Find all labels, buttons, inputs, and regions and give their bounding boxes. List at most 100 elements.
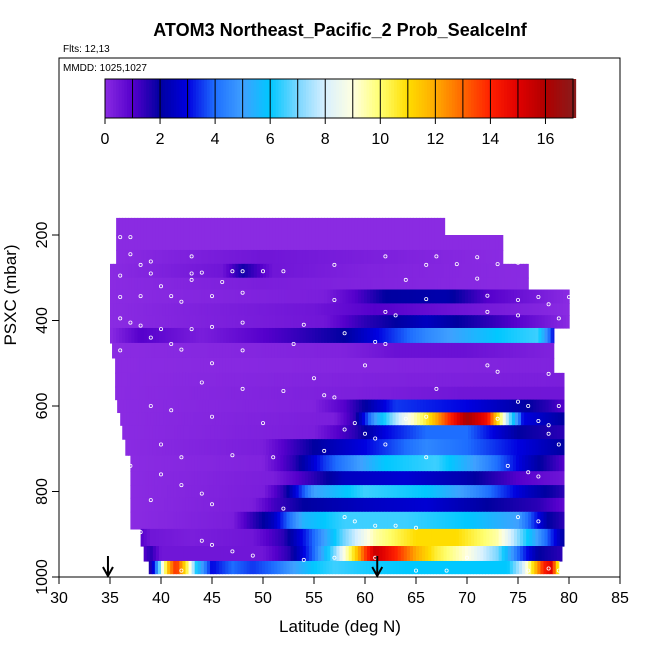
heatmap-cell <box>359 386 364 401</box>
heatmap-cell <box>133 372 138 388</box>
colorbar-swatch <box>495 79 500 118</box>
heatmap-cell <box>238 249 243 265</box>
heatmap-cell <box>427 471 431 486</box>
heatmap-cell <box>436 455 441 472</box>
heatmap-cell <box>434 425 439 440</box>
heatmap-cell <box>485 485 490 499</box>
heatmap-cell <box>168 235 172 251</box>
heatmap-cell <box>235 546 240 562</box>
heatmap-cell <box>483 425 487 440</box>
heatmap-cell <box>212 412 216 426</box>
heatmap-cell <box>232 439 237 456</box>
heatmap-cell <box>192 327 197 344</box>
heatmap-cell <box>506 372 511 388</box>
heatmap-cell <box>525 455 529 472</box>
heatmap-cell <box>143 546 148 562</box>
heatmap-cell <box>207 303 212 316</box>
heatmap-cell <box>189 315 194 329</box>
heatmap-cell <box>269 439 273 456</box>
heatmap-cell <box>538 425 543 440</box>
heatmap-cell <box>509 471 514 486</box>
heatmap-cell <box>237 357 242 374</box>
heatmap-cell <box>563 399 565 414</box>
heatmap-cell <box>330 439 334 456</box>
heatmap-cell <box>436 386 441 401</box>
heatmap-cell <box>151 455 156 472</box>
heatmap-cell <box>222 485 226 499</box>
heatmap-cell <box>500 511 505 530</box>
colorbar-swatch <box>528 79 533 118</box>
heatmap-cell <box>263 546 267 562</box>
heatmap-cell <box>442 485 447 499</box>
heatmap-cell <box>140 528 145 547</box>
heatmap-cell <box>494 560 499 575</box>
heatmap-cell <box>472 412 476 426</box>
heatmap-cell <box>381 386 385 401</box>
heatmap-cell <box>356 511 361 530</box>
heatmap-cell <box>204 439 209 456</box>
heatmap-cell <box>145 357 150 374</box>
heatmap-cell <box>436 357 441 374</box>
heatmap-cell <box>139 497 144 513</box>
heatmap-cell <box>425 528 429 547</box>
heatmap-cell <box>288 399 293 414</box>
heatmap-cell <box>293 303 298 316</box>
heatmap-cell <box>152 217 157 236</box>
heatmap-cell <box>460 357 465 374</box>
heatmap-cell <box>536 399 541 414</box>
heatmap-cell <box>500 357 505 374</box>
heatmap-cell <box>479 357 483 374</box>
colorbar-swatch <box>385 79 389 118</box>
heatmap-cell <box>246 511 251 530</box>
sample-point <box>148 403 153 408</box>
heatmap-cell <box>348 425 353 440</box>
heatmap-cell <box>292 372 297 388</box>
heatmap-cell <box>281 249 286 265</box>
heatmap-cell <box>256 277 261 291</box>
heatmap-cell <box>510 289 515 304</box>
colorbar-swatch <box>209 79 213 118</box>
heatmap-cell <box>559 546 563 562</box>
heatmap-cell <box>422 327 426 344</box>
heatmap-cell <box>247 277 252 291</box>
heatmap-cell <box>484 412 488 426</box>
colorbar-swatch <box>435 79 439 118</box>
heatmap-cell <box>403 327 408 344</box>
heatmap-cell <box>165 315 169 329</box>
heatmap-cell <box>256 327 261 344</box>
heatmap-cell <box>501 439 506 456</box>
heatmap-cell <box>561 386 565 401</box>
heatmap-cell <box>189 439 194 456</box>
heatmap-cell <box>353 357 358 374</box>
heatmap-cell <box>543 372 548 388</box>
heatmap-cell <box>495 528 500 547</box>
heatmap-cell <box>148 342 153 359</box>
heatmap-cell <box>430 497 434 513</box>
heatmap-cell <box>477 439 481 456</box>
heatmap-cell <box>321 263 325 279</box>
heatmap-cell <box>473 497 477 513</box>
colorbar-swatch <box>347 79 351 118</box>
heatmap-cell <box>292 342 297 359</box>
heatmap-cell <box>412 327 417 344</box>
heatmap-cell <box>377 399 381 414</box>
heatmap-cell <box>222 471 226 486</box>
heatmap-cell <box>427 342 431 359</box>
heatmap-cell <box>323 497 327 513</box>
heatmap-cell <box>376 315 380 329</box>
heatmap-cell <box>285 412 290 426</box>
heatmap-cell <box>142 386 147 401</box>
heatmap-cell <box>506 560 511 575</box>
heatmap-cell <box>357 327 362 344</box>
heatmap-cell <box>479 560 483 575</box>
heatmap-cell <box>119 249 123 265</box>
heatmap-cell <box>445 485 450 499</box>
heatmap-cell <box>452 327 457 344</box>
heatmap-cell <box>223 315 227 329</box>
heatmap-cell <box>265 471 269 486</box>
heatmap-cell <box>369 485 373 499</box>
heatmap-cell <box>259 303 264 316</box>
heatmap-cell <box>500 342 505 359</box>
heatmap-cell <box>538 439 543 456</box>
heatmap-cell <box>495 315 500 329</box>
